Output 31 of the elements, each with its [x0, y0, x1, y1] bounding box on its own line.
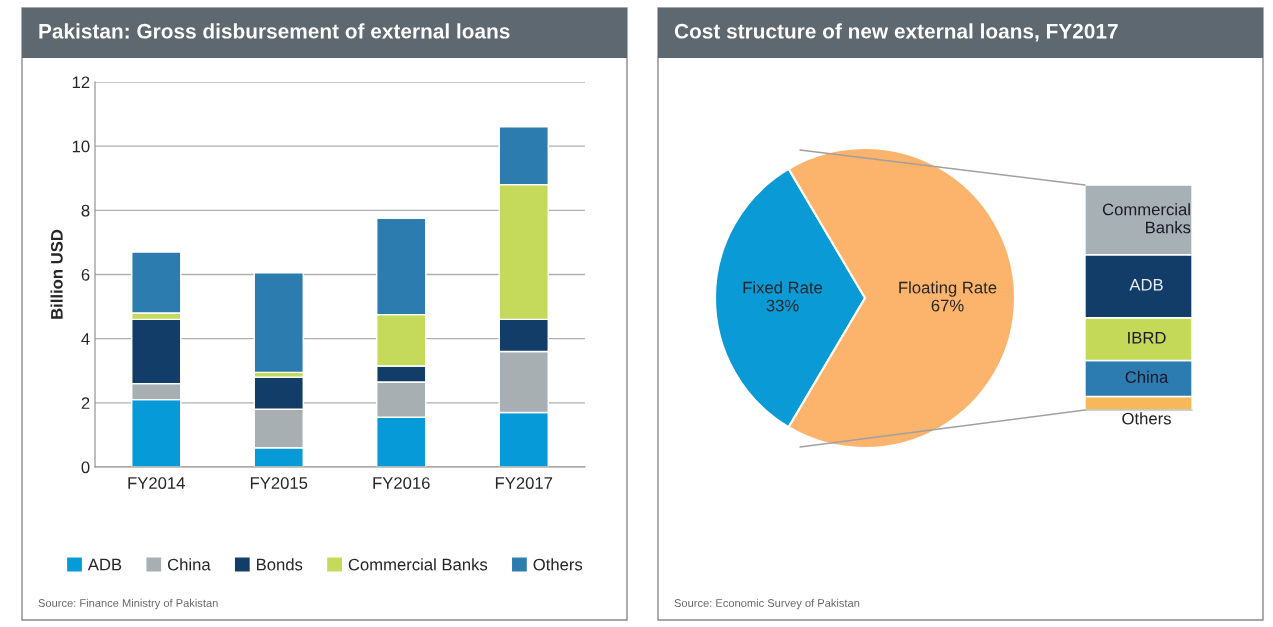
y-tick-label: 4 [81, 333, 90, 345]
data-label: 67% [931, 299, 964, 312]
series-label: China [1125, 370, 1169, 383]
y-tick-label: 6 [81, 268, 90, 281]
x-tick-label: FY2016 [373, 477, 430, 489]
legend-label: China [167, 558, 211, 571]
legend-label: Bonds [257, 558, 303, 571]
slice-label: Fixed Rate [743, 281, 823, 294]
series-label: Others [1122, 412, 1171, 425]
source-note: Source: Finance Ministry of Pakistan [38, 598, 218, 610]
chart-title: Pakistan: Gross disbursement of external loans [39, 23, 510, 39]
x-tick-label: FY2015 [250, 477, 308, 489]
bar [253, 272, 304, 374]
y-tick-label: 12 [72, 76, 90, 89]
legend-label: Commercial Banks [348, 558, 488, 571]
x-tick-label: FY2014 [128, 477, 185, 489]
series-label: ADB [1129, 279, 1163, 291]
x-tick-label: FY2017 [495, 477, 553, 489]
y-tick-label: 2 [81, 397, 90, 409]
source-note: Source: Economic Survey of Pakistan [674, 598, 860, 610]
y-tick-label: 0 [81, 461, 90, 474]
chart-title: Cost structure of new external loans, FY2017 [674, 23, 1118, 42]
y-tick-label: 10 [72, 140, 90, 153]
data-label: 33% [766, 299, 799, 312]
series-label: Commercial Banks [1102, 203, 1191, 234]
legend-label: Others [533, 558, 583, 571]
series-label: IBRD [1128, 331, 1166, 344]
y-axis-title: Billion USD [50, 229, 63, 319]
legend-label: ADB [87, 558, 122, 571]
slice-label: Floating Rate [899, 281, 997, 297]
y-tick-label: 8 [81, 204, 90, 217]
